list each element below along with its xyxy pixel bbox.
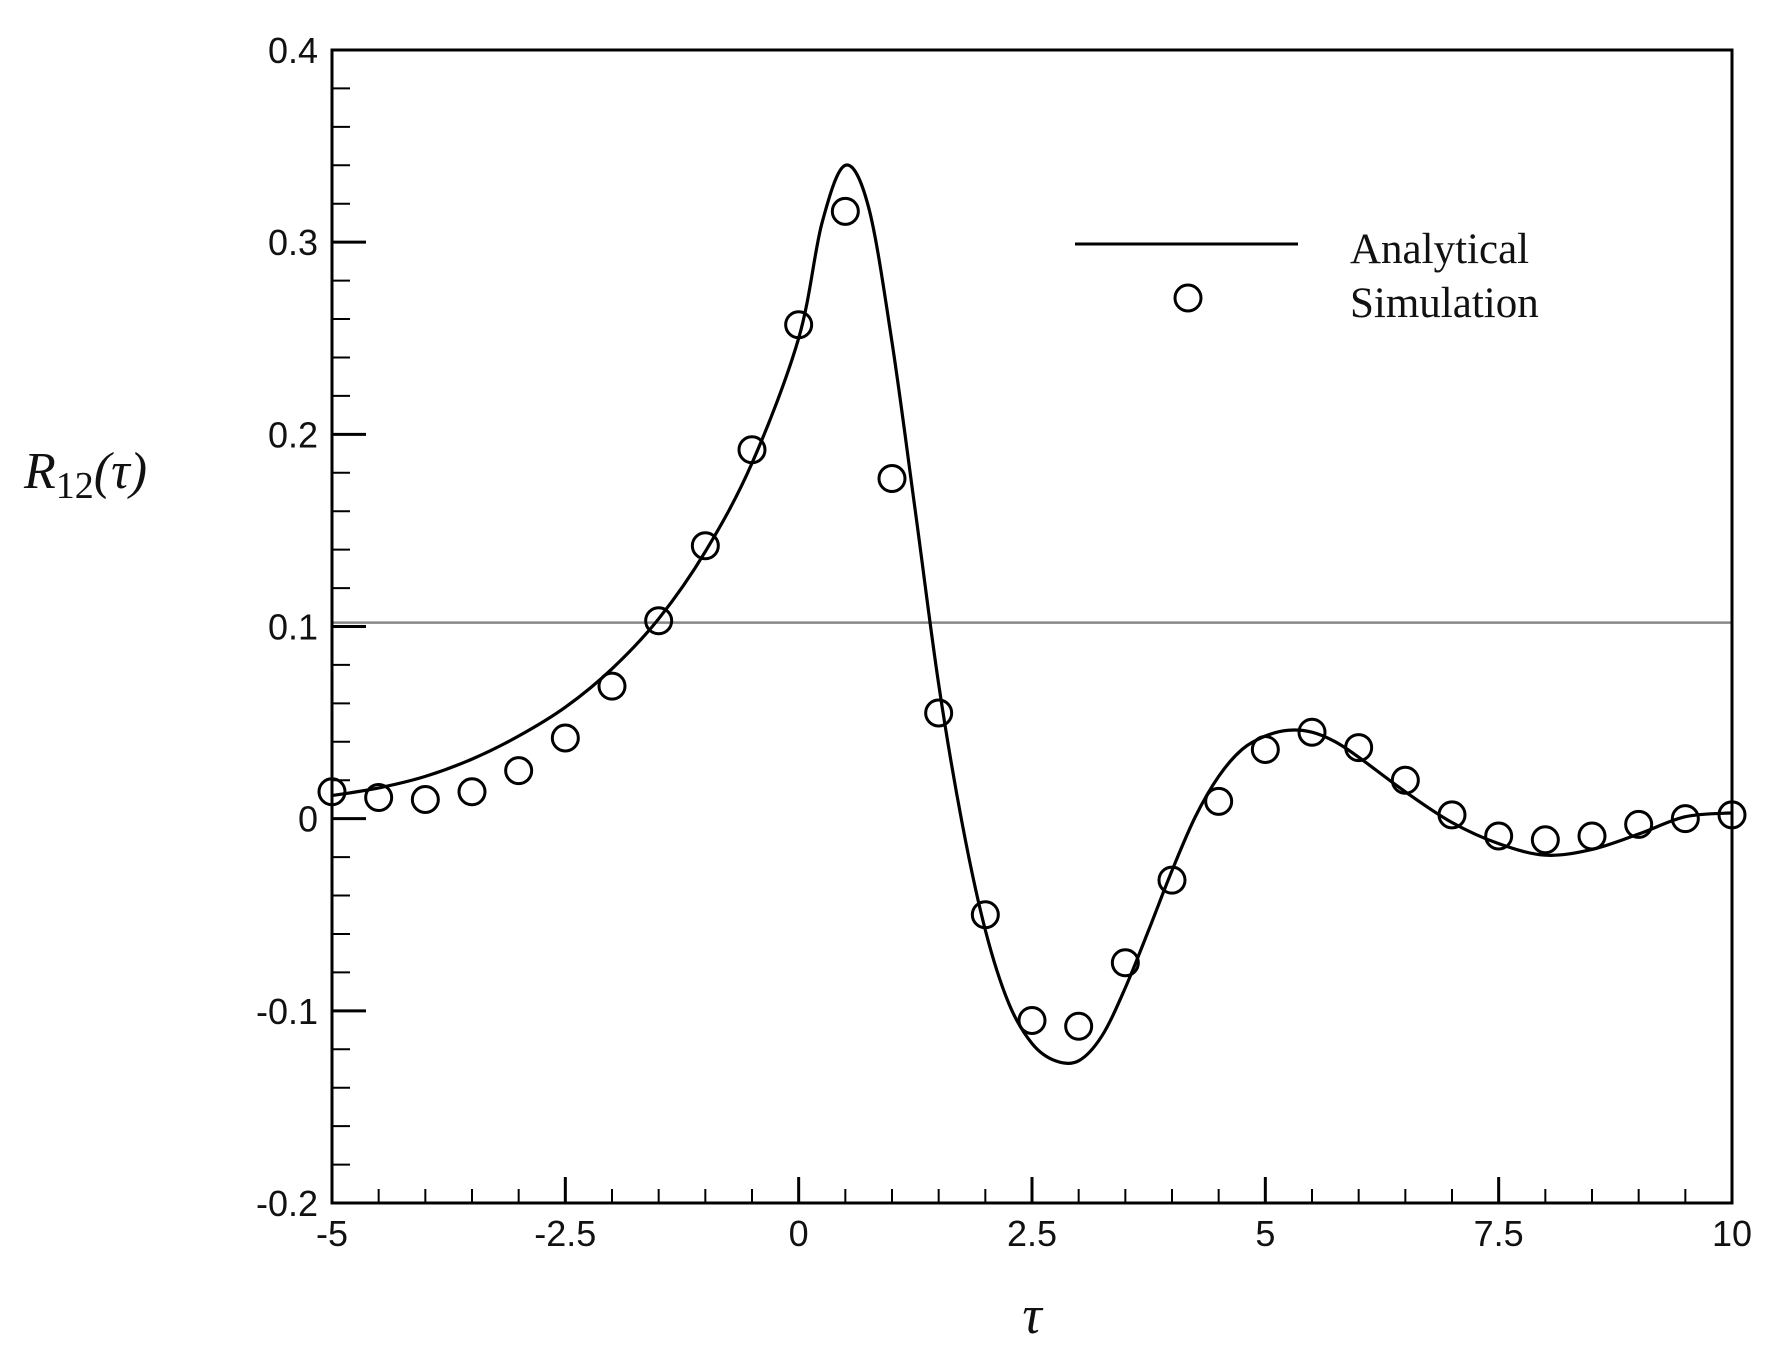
legend: Analytical Simulation (1075, 226, 1539, 327)
y-tick-label: 0.2 (268, 414, 318, 455)
x-tick-label: 5 (1255, 1213, 1275, 1254)
simulation-point (830, 196, 860, 226)
x-tick-label: 10 (1712, 1213, 1752, 1254)
simulation-point (784, 310, 814, 340)
simulation-point (504, 756, 534, 786)
y-axis-title: R12(τ) (23, 443, 147, 507)
simulation-point (924, 698, 954, 728)
simulation-point (690, 531, 720, 561)
y-axis-title-base: R (23, 443, 56, 500)
y-tick-label: -0.1 (256, 991, 318, 1032)
simulation-point (1344, 733, 1374, 763)
simulation-point (877, 464, 907, 494)
simulation-point (1064, 1011, 1094, 1041)
x-axis-title: τ (1022, 1285, 1043, 1345)
x-tick-label: -2.5 (534, 1213, 596, 1254)
simulation-point (1484, 821, 1514, 851)
simulation-point (737, 435, 767, 465)
simulation-point (550, 723, 580, 753)
analytical-line (331, 163, 1733, 1066)
simulation-point (1110, 948, 1140, 978)
y-axis-title-args: (τ) (94, 443, 147, 500)
simulation-point (1017, 1005, 1047, 1035)
simulation-point (970, 900, 1000, 930)
y-tick-label: 0 (298, 799, 318, 840)
x-tick-label: 7.5 (1474, 1213, 1524, 1254)
y-tick-label: 0.3 (268, 222, 318, 263)
legend-label-analytical: Analytical (1350, 226, 1529, 273)
simulation-point (1437, 800, 1467, 830)
legend-label-simulation: Simulation (1350, 280, 1539, 327)
plot-frame (330, 48, 1734, 1205)
simulation-point (1670, 804, 1700, 834)
simulation-point (1390, 765, 1420, 795)
simulation-point (410, 784, 440, 814)
simulation-point (1250, 734, 1280, 764)
tick-label-layer: -5 -2.5 0 2.5 5 7.5 10 -0.2 -0.1 0 0.1 0.2 0.3 0.4 (256, 30, 1752, 1254)
simulation-point (364, 783, 394, 813)
simulation-point (1624, 809, 1654, 839)
simulation-point (1577, 821, 1607, 851)
simulation-point (1530, 825, 1560, 855)
y-tick-label: -0.2 (256, 1183, 318, 1224)
x-tick-label: 2.5 (1007, 1213, 1057, 1254)
legend-circle-swatch (1173, 283, 1203, 313)
y-axis-title-subscript: 12 (56, 465, 94, 507)
tick-layer (330, 48, 1734, 1205)
series-layer (317, 163, 1747, 1066)
y-tick-label: 0.4 (268, 30, 318, 71)
simulation-point (1204, 786, 1234, 816)
simulation-point (1297, 717, 1327, 747)
x-tick-label: -5 (316, 1213, 348, 1254)
simulation-point (1157, 865, 1187, 895)
simulation-point (457, 777, 487, 807)
x-tick-label: 0 (789, 1213, 809, 1254)
y-tick-label: 0.1 (268, 607, 318, 648)
simulation-point (597, 671, 627, 701)
simulation-point (644, 606, 674, 636)
